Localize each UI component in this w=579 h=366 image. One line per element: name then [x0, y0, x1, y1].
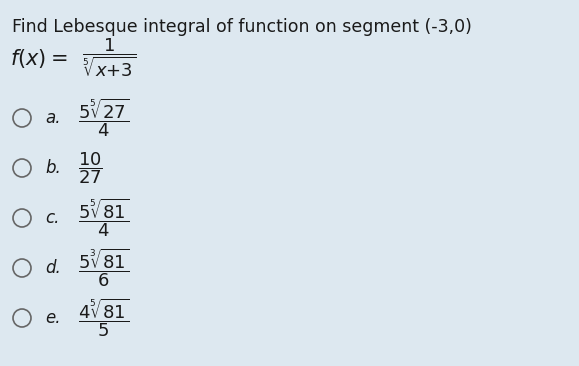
Text: $\dfrac{5\sqrt[5]{81}}{4}$: $\dfrac{5\sqrt[5]{81}}{4}$: [78, 197, 130, 239]
Text: $f(x)=$: $f(x)=$: [10, 46, 67, 70]
Text: $\dfrac{5\sqrt[5]{27}}{4}$: $\dfrac{5\sqrt[5]{27}}{4}$: [78, 97, 130, 139]
Text: $\dfrac{4\sqrt[5]{81}}{5}$: $\dfrac{4\sqrt[5]{81}}{5}$: [78, 296, 130, 339]
Text: a.: a.: [45, 109, 60, 127]
Text: b.: b.: [45, 159, 61, 177]
Text: $\dfrac{10}{27}$: $\dfrac{10}{27}$: [78, 150, 103, 186]
Text: e.: e.: [45, 309, 60, 327]
Text: $\dfrac{5\sqrt[3]{81}}{6}$: $\dfrac{5\sqrt[3]{81}}{6}$: [78, 247, 130, 290]
Text: $\dfrac{1}{\sqrt[5]{x{+}3}}$: $\dfrac{1}{\sqrt[5]{x{+}3}}$: [82, 37, 137, 79]
Text: d.: d.: [45, 259, 61, 277]
Text: c.: c.: [45, 209, 60, 227]
Text: Find Lebesque integral of function on segment (-3,0): Find Lebesque integral of function on se…: [12, 18, 472, 36]
